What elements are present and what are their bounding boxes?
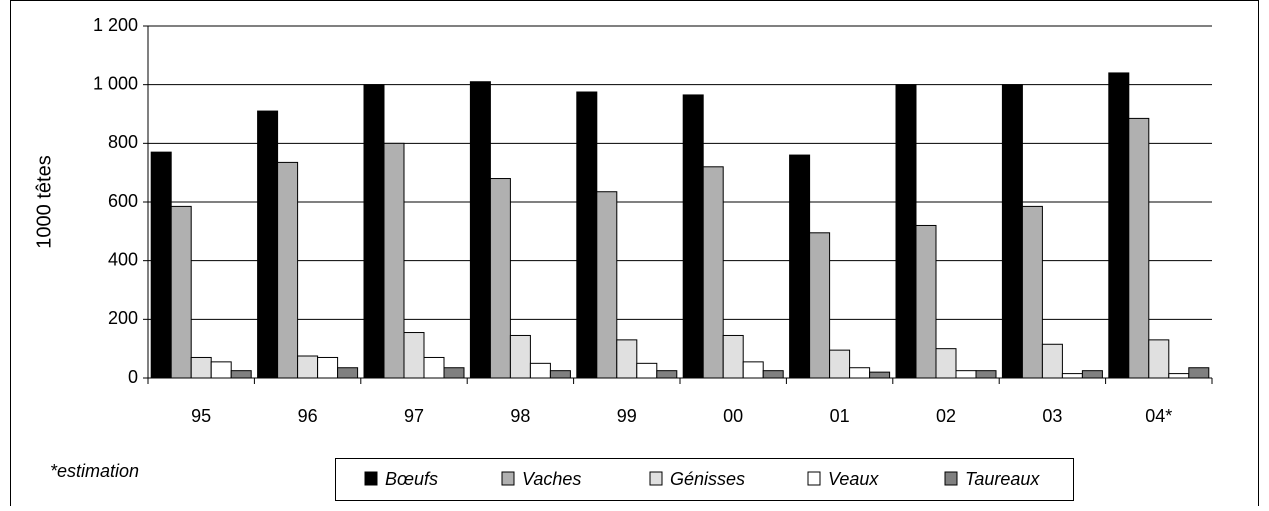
bar xyxy=(1108,72,1130,379)
y-axis-label: 1000 têtes xyxy=(33,155,55,248)
x-tick-label: 96 xyxy=(298,406,318,426)
y-tick-label: 800 xyxy=(108,132,138,152)
bar xyxy=(1061,373,1083,379)
legend-label: Bœufs xyxy=(385,469,438,489)
bar xyxy=(210,361,232,379)
bar xyxy=(277,161,299,379)
bar xyxy=(257,110,279,379)
x-tick-label: 98 xyxy=(510,406,530,426)
bar xyxy=(636,362,658,379)
bar xyxy=(529,362,551,379)
bar xyxy=(849,367,871,379)
bar xyxy=(869,371,891,379)
bar xyxy=(317,356,339,379)
bar xyxy=(549,370,571,379)
bar xyxy=(596,191,618,379)
y-tick-label: 400 xyxy=(108,249,138,269)
bar xyxy=(190,356,212,379)
legend-label: Vaches xyxy=(522,469,581,489)
legend-swatch xyxy=(364,471,378,486)
y-tick-label: 0 xyxy=(128,367,138,387)
bar xyxy=(1148,339,1170,379)
bar xyxy=(809,232,831,379)
bar xyxy=(509,334,531,379)
bar xyxy=(1188,367,1210,379)
bar xyxy=(489,178,511,379)
bar xyxy=(702,166,724,379)
bar xyxy=(150,151,172,379)
x-tick-label: 00 xyxy=(723,406,743,426)
legend-swatch xyxy=(501,471,515,486)
bar xyxy=(403,332,425,379)
bar xyxy=(616,339,638,379)
bar xyxy=(297,355,319,379)
bar xyxy=(230,370,252,379)
bar xyxy=(895,84,917,379)
bar xyxy=(443,367,465,379)
bar xyxy=(1128,117,1150,379)
x-tick-label: 99 xyxy=(617,406,637,426)
bar xyxy=(1168,373,1190,379)
bar xyxy=(423,356,445,379)
x-tick-label: 04* xyxy=(1145,406,1172,426)
bar xyxy=(975,370,997,379)
legend-swatch xyxy=(649,471,663,486)
bar xyxy=(1021,205,1043,379)
y-tick-label: 600 xyxy=(108,191,138,211)
bar xyxy=(576,91,598,379)
x-tick-label: 02 xyxy=(936,406,956,426)
bar xyxy=(682,94,704,379)
bar xyxy=(170,205,192,379)
bar xyxy=(789,154,811,379)
bar xyxy=(829,349,851,379)
note: *estimation xyxy=(50,461,139,481)
bar xyxy=(469,81,491,379)
x-tick-label: 03 xyxy=(1042,406,1062,426)
bar xyxy=(935,348,957,379)
bar xyxy=(722,334,744,379)
x-tick-label: 97 xyxy=(404,406,424,426)
bar xyxy=(337,367,359,379)
legend-swatch xyxy=(807,471,821,486)
bar xyxy=(1041,343,1063,379)
y-tick-label: 1 200 xyxy=(93,15,138,35)
bar xyxy=(1001,84,1023,379)
x-tick-label: 01 xyxy=(830,406,850,426)
legend-label: Taureaux xyxy=(965,469,1040,489)
bar xyxy=(762,370,784,379)
bar xyxy=(363,84,385,379)
bar xyxy=(955,370,977,379)
legend-label: Veaux xyxy=(828,469,879,489)
bar xyxy=(915,224,937,379)
y-tick-label: 1 000 xyxy=(93,73,138,93)
x-tick-label: 95 xyxy=(191,406,211,426)
bar xyxy=(1081,370,1103,379)
legend-swatch xyxy=(944,471,958,486)
bar xyxy=(656,370,678,379)
bar xyxy=(742,361,764,379)
bar xyxy=(383,142,405,379)
frame xyxy=(10,0,1259,511)
legend-label: Génisses xyxy=(670,469,745,489)
y-tick-label: 200 xyxy=(108,308,138,328)
